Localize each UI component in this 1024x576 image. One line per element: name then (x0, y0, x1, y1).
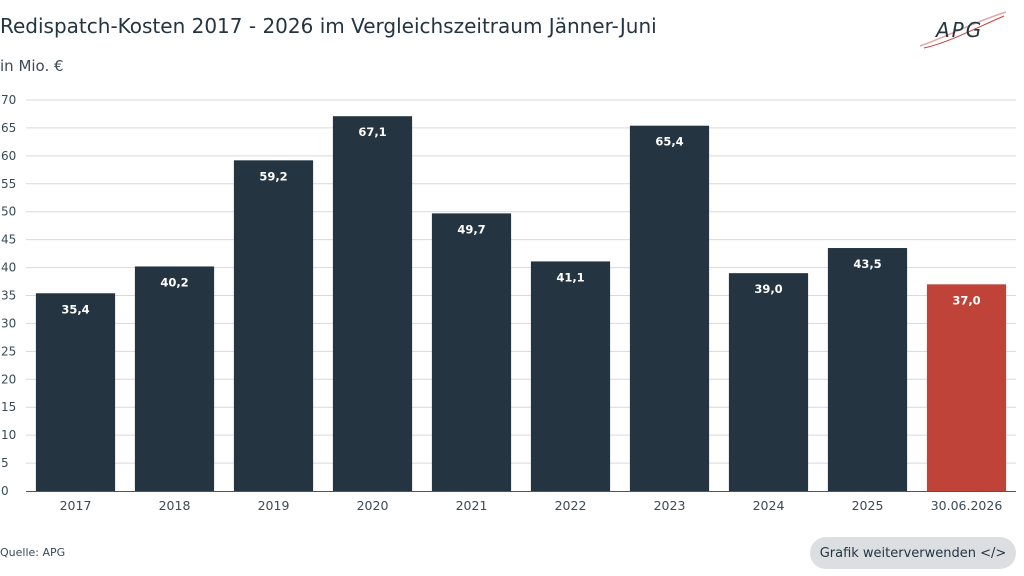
bar-value-label: 41,1 (556, 270, 584, 284)
x-tick-label: 2020 (357, 498, 389, 513)
y-tick-label: 25 (1, 344, 16, 358)
bar-value-label: 59,2 (259, 169, 287, 183)
bar-value-label: 35,4 (61, 302, 89, 316)
bar-value-label: 39,0 (754, 282, 782, 296)
bar-2020 (332, 116, 413, 491)
bar-2022 (530, 261, 611, 491)
y-tick-label: 10 (1, 428, 16, 442)
unit-label: in Mio. € (0, 57, 64, 75)
reuse-graphic-button[interactable]: Grafik weiterverwenden </> (810, 537, 1016, 569)
bar-2018 (134, 266, 215, 491)
logo-text: APG (936, 18, 984, 42)
bar-2019 (233, 160, 314, 491)
x-tick-label: 2021 (456, 498, 488, 513)
logo-swoosh-icon (919, 11, 1007, 49)
bar-2024 (728, 273, 809, 491)
x-tick-label: 30.06.2026 (931, 498, 1003, 513)
x-tick-label: 2023 (654, 498, 686, 513)
bar-2025 (827, 248, 908, 491)
bars (35, 116, 1007, 492)
x-axis-ticks: 2017 2018 2019 2020 2021 2022 2023 2024 2025 30.0… (60, 498, 1003, 513)
y-tick-label: 0 (1, 484, 9, 498)
source-note: Quelle: APG (0, 546, 66, 559)
y-tick-label: 60 (1, 149, 16, 163)
y-tick-label: 15 (1, 400, 16, 414)
y-tick-label: 50 (1, 205, 16, 219)
bar-value-label: 43,5 (853, 257, 881, 271)
bar-value-label: 65,4 (655, 135, 683, 149)
y-tick-label: 35 (1, 289, 16, 303)
y-axis-ticks: 0 5 10 15 20 25 30 35 40 45 50 55 60 65 70 (1, 93, 16, 498)
bar-2023 (629, 125, 710, 492)
chart-title: Redispatch-Kosten 2017 - 2026 im Verglei… (0, 14, 657, 38)
bar-30.06.2026 (926, 284, 1007, 491)
bar-2017 (35, 293, 116, 491)
y-tick-label: 30 (1, 316, 16, 330)
y-tick-label: 70 (1, 93, 16, 107)
x-tick-label: 2022 (555, 498, 587, 513)
x-tick-label: 2019 (258, 498, 290, 513)
x-tick-label: 2018 (159, 498, 191, 513)
y-tick-label: 55 (1, 177, 16, 191)
y-tick-label: 65 (1, 121, 16, 135)
bar-value-label: 49,7 (457, 222, 485, 236)
x-tick-label: 2025 (852, 498, 884, 513)
y-tick-label: 20 (1, 372, 16, 386)
bar-2021 (431, 213, 512, 491)
bar-value-label: 40,2 (160, 275, 188, 289)
x-tick-label: 2024 (753, 498, 785, 513)
apg-logo: APG (914, 8, 1010, 52)
y-tick-label: 5 (1, 456, 9, 470)
bar-value-label: 67,1 (358, 125, 386, 139)
x-tick-label: 2017 (60, 498, 92, 513)
bar-value-labels: 35,4 40,2 59,2 67,1 49,7 41,1 65,4 39,0 43,5 37,0 (61, 125, 980, 316)
y-tick-label: 40 (1, 261, 16, 275)
bar-value-label: 37,0 (952, 293, 980, 307)
y-tick-label: 45 (1, 233, 16, 247)
